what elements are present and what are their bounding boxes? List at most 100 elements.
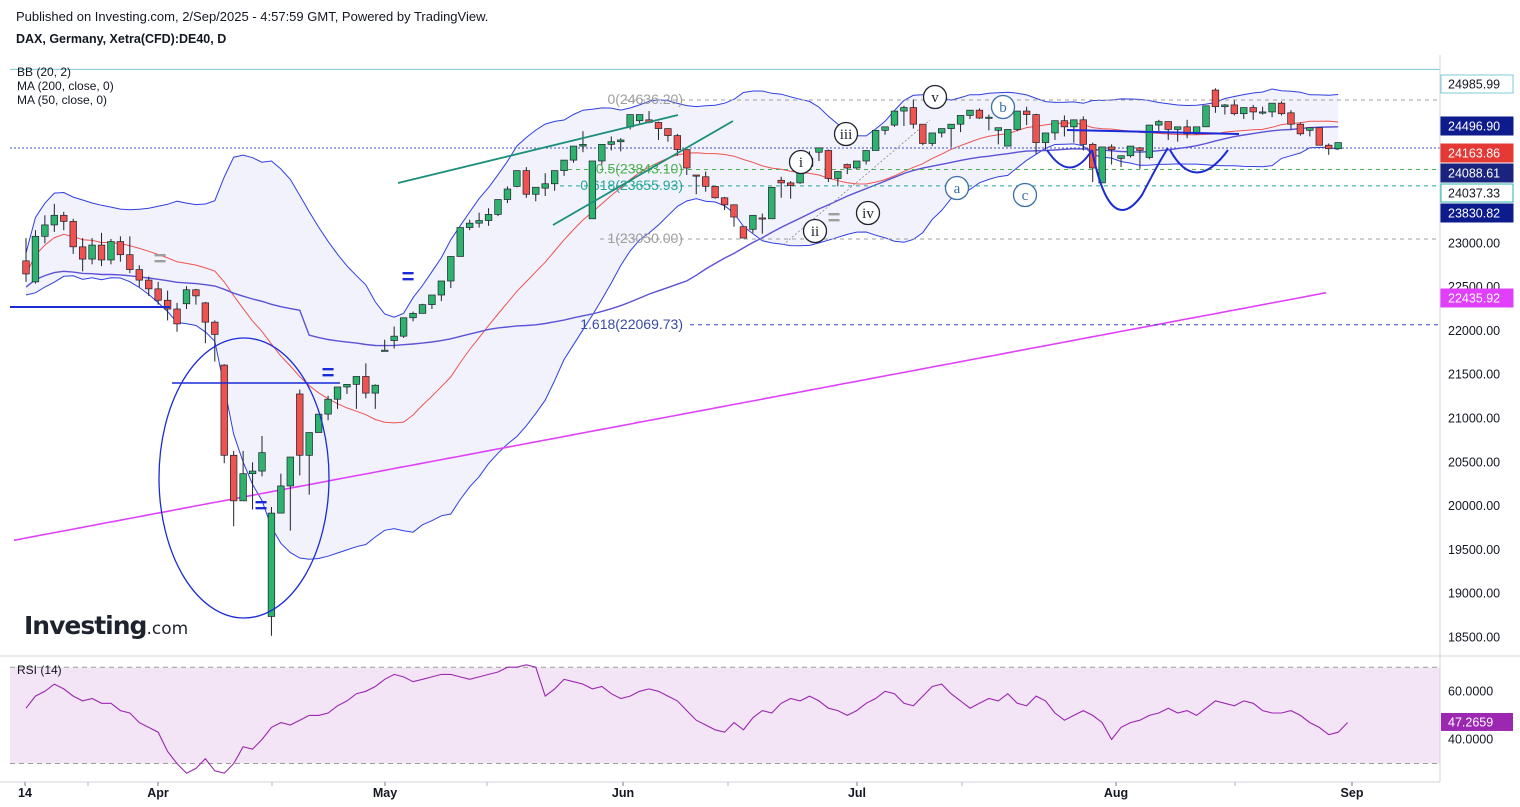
candle-body (550, 170, 559, 185)
candle-body (702, 176, 710, 187)
fibonacci-levels: 0(24636.20) 0.5(23843.10)0.618(23655.93) 1… (560, 91, 1440, 332)
wave-circle (788, 149, 814, 175)
ma50-line (25, 126, 1339, 347)
candle-body (1240, 107, 1248, 115)
wave-circle (802, 218, 828, 244)
candle-body (182, 289, 191, 305)
price-tick-label: 19500.00 (1448, 543, 1500, 557)
candle-body (938, 128, 946, 134)
candle-body (1249, 107, 1257, 113)
equal-mark: = (402, 264, 415, 289)
candle-body (815, 147, 823, 153)
candle-body (296, 393, 304, 456)
wave-label: ii (811, 224, 819, 240)
candle-body (1155, 121, 1163, 126)
candle-body (390, 335, 398, 341)
wave-label: v (931, 90, 939, 106)
candle-body (683, 149, 691, 169)
candle-body (324, 398, 332, 415)
candle-body (31, 235, 40, 283)
price-tick-label: 22000.00 (1448, 324, 1500, 338)
candle-body (154, 288, 162, 301)
candle-body (985, 116, 993, 119)
rsi-band-fill (10, 667, 1440, 764)
candle-body (758, 217, 766, 220)
candle-body (60, 214, 68, 222)
rsi-tag-label: 47.2659 (1448, 715, 1493, 729)
bollinger-bands (25, 88, 1339, 560)
candle-body (1174, 126, 1182, 130)
indicator-ma200[interactable]: MA (200, close, 0) (17, 79, 114, 93)
indicator-rsi[interactable]: RSI (14) (17, 663, 62, 677)
time-tick-label: Aug (1104, 786, 1128, 800)
candle-body (1334, 142, 1342, 150)
fib-label: 0.5(23843.10) (596, 160, 683, 176)
price-tag (1440, 203, 1514, 223)
time-tick-label: May (373, 786, 397, 800)
candle-body (739, 226, 748, 239)
candle-body (211, 321, 219, 335)
candles[interactable] (22, 88, 1342, 636)
price-tag (1440, 143, 1514, 163)
indicator-ma50[interactable]: MA (50, close, 0) (17, 93, 108, 107)
candle-body (654, 122, 663, 129)
candle-body (607, 141, 615, 145)
candle-body (1107, 146, 1116, 150)
candle-body (145, 279, 153, 290)
price-tag (1440, 116, 1514, 136)
rsi-tick-label: 40.0000 (1448, 732, 1493, 746)
trend-line (552, 120, 734, 226)
wave-label: iv (862, 206, 874, 222)
trend-line (1066, 129, 1240, 135)
wave-circle (855, 200, 881, 226)
candle-body (503, 188, 512, 200)
candle-body (560, 159, 568, 171)
wave-label: iii (840, 127, 853, 143)
price-axis[interactable]: 18500.00 19000.00 19500.00 20000.00 20500.00… (1439, 55, 1514, 782)
candle-body (1211, 89, 1220, 108)
price-tick-label: 21000.00 (1448, 412, 1500, 426)
candle-body (286, 456, 294, 487)
trend-line (397, 114, 679, 184)
candle-body (994, 127, 1002, 131)
candle-body (447, 256, 455, 282)
candle-body (78, 246, 87, 260)
candle-body (956, 115, 965, 125)
candle-body (626, 114, 634, 128)
price-tag (1440, 288, 1514, 308)
candle-body (1136, 147, 1144, 151)
equal-mark: = (322, 360, 335, 385)
price-tick-label: 21500.00 (1448, 368, 1500, 382)
candle-body (201, 302, 210, 323)
candle-body (522, 170, 530, 195)
candle-body (126, 254, 134, 270)
candle-body (466, 222, 474, 228)
candle-body (513, 170, 521, 187)
candle-body (1258, 111, 1267, 114)
price-tick-label: 18500.00 (1448, 630, 1500, 644)
bb-lower (25, 143, 1339, 560)
time-tick-label: Jul (848, 786, 866, 800)
candle-body (532, 186, 540, 195)
wave-label: b (999, 100, 1007, 116)
candle-body (456, 227, 464, 257)
candle-body (1117, 155, 1125, 159)
candle-body (871, 129, 880, 151)
candle-body (475, 220, 483, 224)
candle-body (192, 289, 200, 297)
price-tag (1440, 183, 1514, 203)
equal-mark: = (154, 246, 167, 271)
time-axis[interactable]: 14 Apr May Jun Jul Aug Sep (0, 781, 1440, 800)
time-tick-label: 14 (18, 786, 32, 800)
candle-body (333, 386, 342, 400)
candle-body (1315, 127, 1323, 146)
bb-upper (25, 88, 1339, 318)
candle-body (1296, 123, 1305, 135)
candle-body (909, 107, 918, 125)
candle-body (362, 376, 370, 394)
candle-body (409, 313, 417, 319)
candle-body (173, 308, 181, 325)
candle-body (635, 114, 644, 122)
indicator-bb[interactable]: BB (20, 2) (17, 65, 72, 79)
